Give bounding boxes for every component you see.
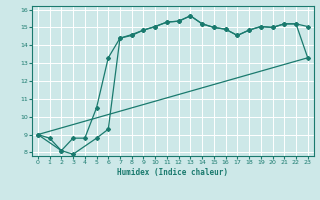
X-axis label: Humidex (Indice chaleur): Humidex (Indice chaleur)	[117, 168, 228, 177]
